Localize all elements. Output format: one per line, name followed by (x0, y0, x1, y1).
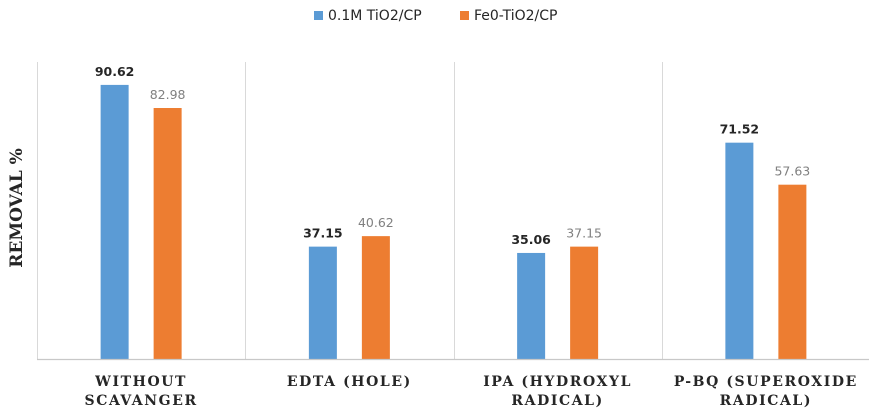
data-label-series2-cat1: 82.98 (150, 87, 186, 102)
category-label-1-line-1: WITHOUT (94, 374, 187, 390)
y-axis-label: REMOVAL % (7, 148, 27, 268)
category-label-2-line-1: EDTA (HOLE) (287, 374, 412, 390)
value-labels: 90.62 82.98 37.15 40.62 35.06 37.15 71.52 57.63 (95, 64, 810, 247)
legend-label-1: 0.1M TiO2/CP (328, 8, 422, 24)
legend-label-2: Fe0-TiO2/CP (474, 8, 557, 24)
data-label-series1-cat2: 37.15 (303, 226, 343, 241)
data-label-series2-cat3: 37.15 (566, 226, 602, 241)
category-label-3-line-1: IPA (HYDROXYL (483, 374, 632, 390)
bar-series1-cat2 (308, 246, 337, 359)
data-label-series2-cat2: 40.62 (358, 215, 394, 230)
category-label-3-line-2: RADICAL) (511, 393, 603, 408)
bar-series1-cat3 (517, 252, 546, 359)
bar-series2-cat1 (153, 108, 182, 359)
legend: 0.1M TiO2/CP Fe0-TiO2/CP (314, 8, 557, 24)
category-labels: WITHOUT SCAVANGER EDTA (HOLE) IPA (HYDROXYL… (85, 374, 858, 408)
category-label-4-line-2: RADICAL) (720, 393, 812, 408)
bars (100, 84, 807, 360)
data-label-series1-cat3: 35.06 (511, 232, 551, 247)
category-separators (37, 62, 663, 359)
bar-series1-cat1 (100, 84, 129, 360)
data-label-series2-cat4: 57.63 (774, 164, 810, 179)
legend-swatch-1 (314, 11, 323, 20)
category-label-1-line-2: SCAVANGER (85, 393, 198, 408)
bar-series2-cat2 (361, 236, 390, 359)
category-label-4-line-1: P-BQ (SUPEROXIDE (674, 374, 858, 390)
legend-swatch-2 (460, 11, 469, 20)
data-label-series1-cat1: 90.62 (95, 64, 135, 79)
bar-series1-cat4 (725, 142, 754, 359)
bar-series2-cat4 (778, 184, 807, 359)
bar-series2-cat3 (570, 246, 599, 359)
data-label-series1-cat4: 71.52 (720, 122, 760, 137)
